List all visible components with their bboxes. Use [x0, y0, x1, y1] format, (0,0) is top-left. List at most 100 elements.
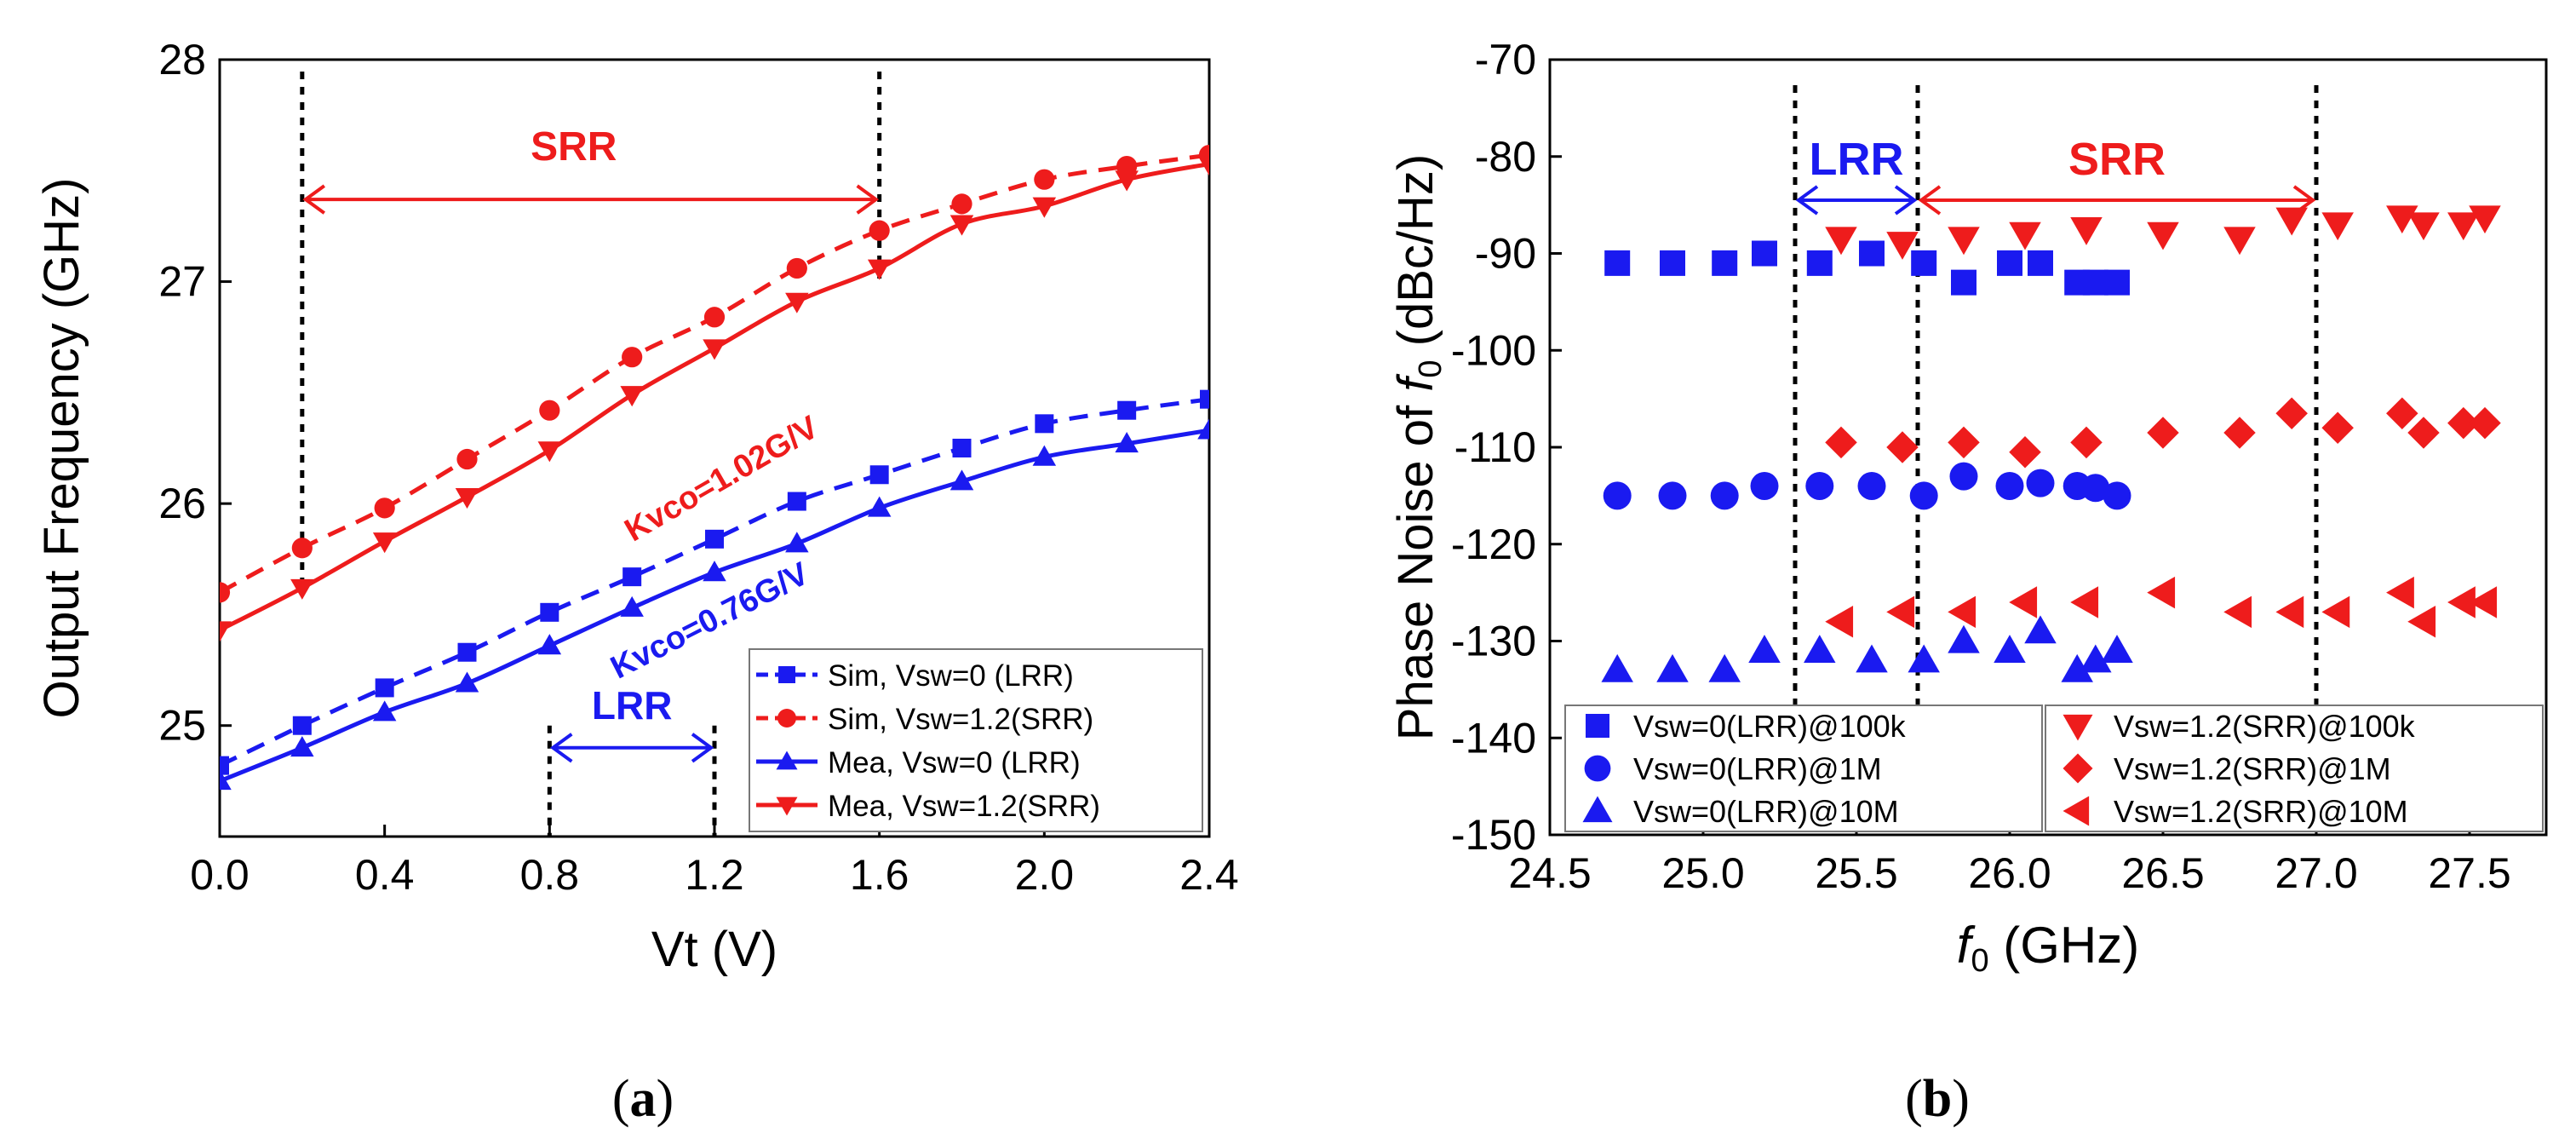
chart-a-x-tick-label: 1.2 — [685, 851, 744, 899]
chart-b-x-tick-label: 25.5 — [1815, 849, 1897, 897]
chart-b-point — [1825, 606, 1854, 638]
chart-b-point — [2070, 426, 2103, 459]
chart-b-point — [2447, 586, 2476, 618]
chart-a-legend: Sim, Vsw=0 (LRR) Sim, Vsw=1.2(SRR) Mea, Vs… — [749, 648, 1203, 832]
chart-b-point — [2223, 595, 2252, 629]
chart-a-point — [457, 642, 477, 662]
chart-a-point — [455, 488, 479, 509]
chart-b-legend-label: Vsw=0(LRR)@10M — [1633, 794, 1899, 829]
chart-a-legend-label: Mea, Vsw=0 (LRR) — [828, 746, 1081, 779]
chart-a-point — [705, 529, 724, 549]
chart-b-point — [1656, 653, 1689, 682]
chart-b-point — [2407, 606, 2436, 638]
chart-a-y-tick-label: 25 — [158, 702, 206, 750]
chart-a-point — [372, 532, 397, 554]
panel-label-b: (b) — [1905, 1070, 1970, 1128]
chart-b-legend-label: Vsw=0(LRR)@100k — [1633, 709, 1907, 744]
chart-b-y-tick-label: -80 — [1475, 133, 1536, 181]
chart-a-point — [290, 736, 314, 757]
chart-a-point — [869, 465, 889, 485]
chart-b-point — [1948, 426, 1980, 459]
chart-b-point — [2386, 576, 2414, 609]
chart-b-point — [1658, 481, 1687, 510]
chart-b-legend-marker — [2063, 714, 2093, 741]
chart-a-point — [622, 347, 643, 368]
chart-b-legend-marker — [1584, 755, 1611, 782]
chart-b-point — [1710, 481, 1739, 510]
chart-a-point — [540, 602, 559, 622]
chart-a-point — [703, 307, 726, 328]
chart-b-point — [1994, 635, 2026, 663]
chart-a-legend-label: Sim, Vsw=0 (LRR) — [828, 659, 1074, 693]
chart-b-point — [2386, 397, 2418, 429]
chart-b-point — [2275, 595, 2304, 629]
chart-b-point — [2447, 212, 2480, 241]
chart-b-point — [1708, 653, 1741, 682]
chart-a-point — [950, 215, 974, 236]
chart-b-y-tick-label: -130 — [1451, 618, 1536, 665]
chart-a-point — [867, 496, 892, 517]
chart-b-point — [1603, 481, 1632, 510]
chart-b-point — [2009, 435, 2041, 469]
chart-b-point — [2223, 417, 2256, 449]
chart-b-point — [1856, 644, 1888, 673]
chart-b-point — [2009, 586, 2038, 618]
chart-a-point — [785, 292, 809, 313]
chart-b-x-tick-label: 25.0 — [1661, 849, 1744, 897]
chart-b-point — [1857, 472, 1886, 500]
chart-a-srr-arrow — [302, 184, 880, 215]
chart-b-point — [1886, 431, 1919, 463]
panel-label-a: (a) — [612, 1070, 674, 1128]
chart-b-point — [2061, 653, 2093, 682]
chart-a-point — [785, 532, 809, 553]
chart-b-point — [2101, 635, 2133, 663]
chart-b-points — [1601, 205, 2501, 682]
chart-b-x-axis-label: f0 (GHz) — [1957, 917, 2139, 979]
chart-b-legend-marker — [2063, 753, 2093, 784]
chart-a-point — [291, 538, 313, 559]
chart-b-point — [2147, 221, 2179, 250]
chart-b-y-tick-label: -120 — [1451, 520, 1536, 568]
chart-a-point — [869, 220, 890, 241]
chart-a-point — [786, 257, 807, 279]
chart-b-point — [2080, 644, 2112, 673]
chart-b-point — [2469, 205, 2501, 234]
chart-b-point — [2275, 207, 2308, 236]
chart-a-x-tick-label: 0.8 — [520, 851, 580, 899]
chart-a-x-axis-label: Vt (V) — [651, 922, 777, 977]
chart-a-point — [1117, 400, 1137, 420]
chart-b-x-tick-label: 27.5 — [2428, 849, 2510, 897]
chart-b-point — [1859, 240, 1885, 267]
chart-b: 24.5 25.0 25.5 26.0 26.5 27.0 27.5 -70 -80 -90 -10… — [1388, 36, 2548, 1128]
chart-a-point — [456, 448, 478, 470]
chart-a-point — [1197, 418, 1209, 440]
chart-b-x-tick-label: 26.5 — [2121, 849, 2204, 897]
chart-b-point — [1825, 426, 1857, 459]
chart-a-point — [220, 756, 229, 775]
chart-a-point — [622, 567, 642, 587]
chart-a-point — [1200, 389, 1209, 409]
chart-b-point — [2469, 586, 2498, 618]
chart-b-lrr-label: LRR — [1810, 134, 1904, 185]
chart-b-x-tick-label: 24.5 — [1508, 849, 1591, 897]
chart-a-legend-marker — [776, 751, 798, 770]
chart-a-point — [220, 769, 232, 791]
chart-a-point — [951, 193, 972, 215]
chart-a-point — [537, 634, 562, 655]
chart-b-point — [1995, 472, 2024, 500]
chart-b-point — [2070, 217, 2103, 245]
chart-a-srr-label: SRR — [531, 124, 617, 170]
chart-b-point — [1886, 232, 1919, 260]
chart-b-point — [2407, 417, 2440, 449]
chart-b-legend-marker — [2063, 796, 2090, 826]
chart-a-point — [1115, 432, 1139, 453]
chart-b-point — [1948, 595, 1976, 629]
chart-b-point — [1951, 269, 1976, 296]
chart-a-point — [290, 578, 314, 600]
chart-a-x-tick-label: 1.6 — [850, 851, 909, 899]
chart-b-point — [1908, 644, 1940, 673]
chart-b-y-tick-label: -150 — [1451, 811, 1536, 859]
chart-b-x-tick-label: 26.0 — [1968, 849, 2051, 897]
chart-a-x-tick-label: 2.4 — [1179, 851, 1239, 899]
chart-b-legend-label: Vsw=1.2(SRR)@10M — [2114, 794, 2408, 829]
